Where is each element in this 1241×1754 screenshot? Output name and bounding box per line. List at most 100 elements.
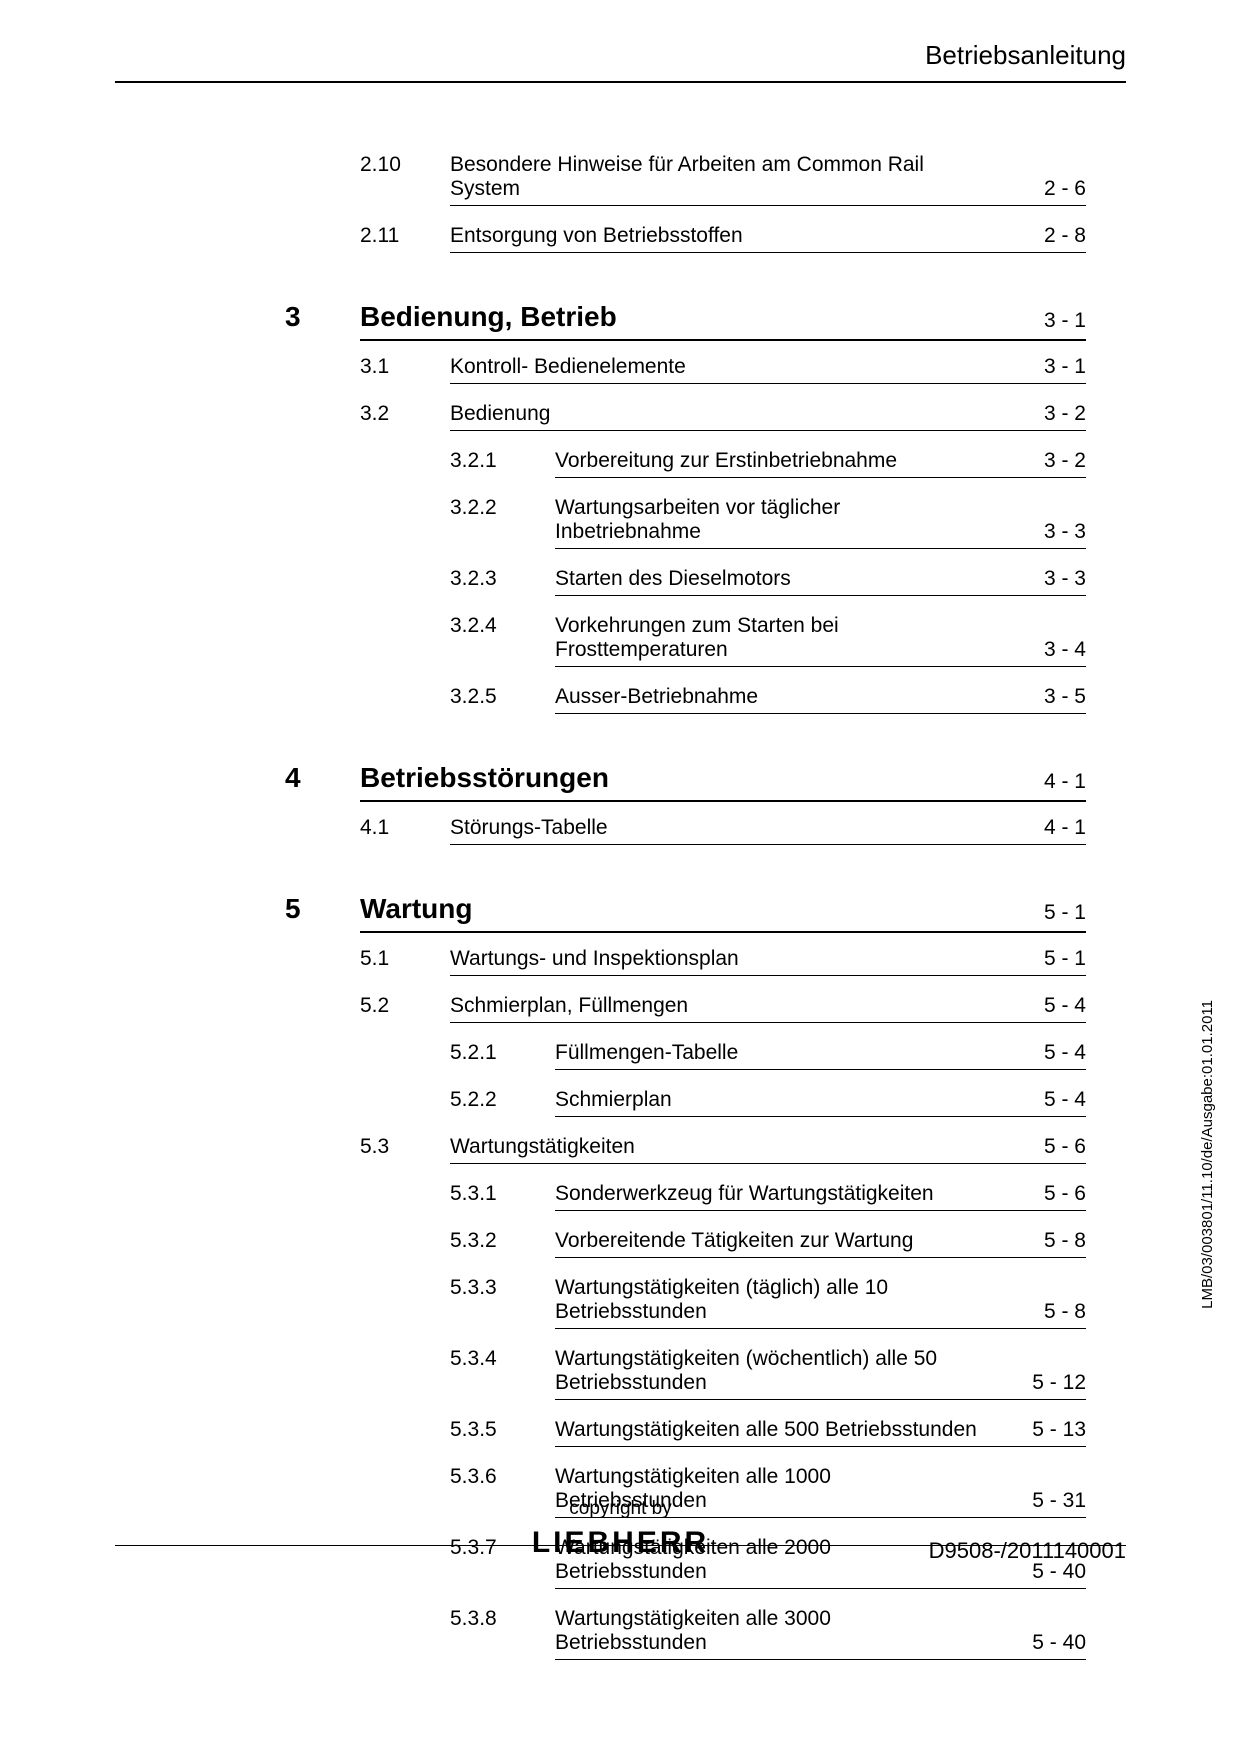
toc-page-ref: 3 - 5 (996, 685, 1086, 709)
toc-subsection-title: Wartungstätigkeiten (wöchentlich) alle 5… (555, 1347, 996, 1395)
toc-row: 5.3.2Vorbereitende Tätigkeiten zur Wartu… (285, 1229, 1086, 1258)
toc-section-title: Besondere Hinweise für Arbeiten am Commo… (450, 153, 996, 201)
toc-page-ref: 5 - 8 (996, 1300, 1086, 1324)
toc-page-ref: 5 - 6 (996, 1135, 1086, 1159)
toc-subsection-title: Starten des Dieselmotors (555, 567, 996, 591)
toc-subsection-number: 5.3.1 (450, 1182, 497, 1205)
toc-row: 2.11 Entsorgung von Betriebsstoffen2 - 8 (285, 224, 1086, 253)
toc-page-ref: 5 - 4 (996, 994, 1086, 1018)
toc-section-title: Entsorgung von Betriebsstoffen (450, 224, 996, 248)
toc-row: 5.1 Wartungs- und Inspektionsplan5 - 1 (285, 947, 1086, 976)
toc-row: 3.2.2 Wartungsarbeiten vor täglicher Inbe… (285, 496, 1086, 549)
toc-subsection-title: Vorbereitung zur Erstinbetriebnahme (555, 449, 996, 473)
toc-section-title: Wartungs- und Inspektionsplan (450, 947, 996, 971)
toc-row: 5.3.4 Wartungstätigkeiten (wöchentlich) a… (285, 1347, 1086, 1400)
toc-page-ref: 5 - 13 (996, 1418, 1086, 1442)
toc-row: 5.3.1 Sonderwerkzeug für Wartungstätigkei… (285, 1182, 1086, 1211)
toc-subsection-title: Ausser-Betriebnahme (555, 685, 996, 709)
toc-section-number: 3.2 (360, 402, 389, 425)
toc-subsection-title: Sonderwerkzeug für Wartungstätigkeiten (555, 1182, 996, 1206)
toc-page-ref: 4 - 1 (996, 770, 1086, 794)
toc-section-number: 5.1 (360, 947, 389, 970)
toc-section-number: 2.11 (360, 224, 399, 247)
toc-section-number: 5.3 (360, 1135, 389, 1158)
toc-page-ref: 5 - 1 (996, 947, 1086, 971)
toc-page-ref: 3 - 4 (996, 638, 1086, 662)
toc-subsection-number: 3.2.5 (450, 685, 497, 708)
toc-row: 5.3.8 Wartungstätigkeiten alle 3000 Betri… (285, 1607, 1086, 1660)
toc-row: 3 Bedienung, Betrieb3 - 1 (285, 301, 1086, 341)
toc-subsection-number: 5.3.3 (450, 1276, 497, 1299)
toc-subsection-title: Vorkehrungen zum Starten bei Frosttemper… (555, 614, 996, 662)
toc-row: 2.10 Besondere Hinweise für Arbeiten am C… (285, 153, 1086, 206)
toc-subsection-title: Wartungstätigkeiten alle 3000 Betriebsst… (555, 1607, 996, 1655)
toc-page-ref: 2 - 6 (996, 177, 1086, 201)
toc-section-title: Schmierplan, Füllmengen (450, 994, 996, 1018)
toc-row: 3.1Kontroll- Bedienelemente3 - 1 (285, 355, 1086, 384)
toc-page-ref: 3 - 3 (996, 567, 1086, 591)
toc-row: 3.2 Bedienung3 - 2 (285, 402, 1086, 431)
toc-page-ref: 5 - 8 (996, 1229, 1086, 1253)
toc-section-number: 4.1 (360, 816, 389, 839)
toc-subsection-number: 5.2.1 (450, 1041, 497, 1064)
toc-chapter-title: Bedienung, Betrieb (360, 301, 996, 333)
toc-page-ref: 3 - 2 (996, 449, 1086, 473)
toc-section-title: Bedienung (450, 402, 996, 426)
toc-subsection-number: 5.3.8 (450, 1607, 497, 1630)
toc-page-ref: 5 - 6 (996, 1182, 1086, 1206)
toc-chapter-number: 3 (285, 301, 301, 332)
toc-subsection-number: 3.2.4 (450, 614, 497, 637)
toc-page-ref: 5 - 1 (996, 901, 1086, 925)
toc-page-ref: 5 - 4 (996, 1088, 1086, 1112)
copyright-text: copyright by (532, 1498, 709, 1520)
toc-chapter-title: Wartung (360, 893, 996, 925)
toc-subsection-title: Wartungstätigkeiten (täglich) alle 10 Be… (555, 1276, 996, 1324)
toc-section-number: 2.10 (360, 153, 401, 176)
toc-chapter-title: Betriebsstörungen (360, 762, 996, 794)
toc-subsection-number: 3.2.3 (450, 567, 497, 590)
toc-row: 3.2.5 Ausser-Betriebnahme3 - 5 (285, 685, 1086, 714)
toc-subsection-number: 3.2.2 (450, 496, 497, 519)
toc-page-ref: 3 - 3 (996, 520, 1086, 544)
toc-subsection-title: Füllmengen-Tabelle (555, 1041, 996, 1065)
toc-row: 3.2.4 Vorkehrungen zum Starten bei Frostt… (285, 614, 1086, 667)
side-doc-info: LMB/03/003801/11.10/de/Ausgabe:01.01.201… (1199, 1000, 1216, 1309)
toc-page-ref: 4 - 1 (996, 816, 1086, 840)
toc-section-number: 3.1 (360, 355, 389, 378)
logo: LIEBHERR (532, 1526, 709, 1560)
toc-row: 5 Wartung5 - 1 (285, 893, 1086, 933)
document-id: D9508-/2011140001 (929, 1538, 1126, 1564)
toc-subsection-number: 5.3.7 (450, 1536, 497, 1559)
toc-subsection-title: Schmierplan (555, 1088, 996, 1112)
toc-subsection-number: 5.3.5 (450, 1418, 497, 1441)
toc-section-title: Störungs-Tabelle (450, 816, 996, 840)
toc-subsection-number: 5.3.4 (450, 1347, 497, 1370)
table-of-contents: 2.10 Besondere Hinweise für Arbeiten am C… (285, 153, 1086, 1660)
toc-row: 5.2.1 Füllmengen-Tabelle5 - 4 (285, 1041, 1086, 1070)
toc-row: 5.2.2 Schmierplan5 - 4 (285, 1088, 1086, 1117)
toc-page-ref: 5 - 4 (996, 1041, 1086, 1065)
toc-chapter-number: 5 (285, 893, 301, 924)
toc-subsection-title: Vorbereitende Tätigkeiten zur Wartung (555, 1229, 996, 1253)
toc-row: 5.3.5 Wartungstätigkeiten alle 500 Betrie… (285, 1418, 1086, 1447)
toc-page-ref: 2 - 8 (996, 224, 1086, 248)
toc-page-ref: 5 - 31 (996, 1489, 1086, 1513)
toc-page-ref: 5 - 12 (996, 1371, 1086, 1395)
toc-row: 5.3.3 Wartungstätigkeiten (täglich) alle … (285, 1276, 1086, 1329)
toc-row: 3.2.3 Starten des Dieselmotors3 - 3 (285, 567, 1086, 596)
toc-page-ref: 3 - 2 (996, 402, 1086, 426)
toc-row: 5.3 Wartungstätigkeiten5 - 6 (285, 1135, 1086, 1164)
toc-row: 4.1 Störungs-Tabelle4 - 1 (285, 816, 1086, 845)
toc-row: 3.2.1 Vorbereitung zur Erstinbetriebnahme… (285, 449, 1086, 478)
toc-subsection-number: 5.2.2 (450, 1088, 497, 1111)
toc-page-ref: 3 - 1 (996, 309, 1086, 333)
toc-subsection-title: Wartungstätigkeiten alle 500 Betriebsstu… (555, 1418, 996, 1442)
toc-subsection-number: 5.3.6 (450, 1465, 497, 1488)
toc-page-ref: 3 - 1 (996, 355, 1086, 379)
toc-section-title: Wartungstätigkeiten (450, 1135, 996, 1159)
page-header: Betriebsanleitung (115, 40, 1126, 83)
toc-section-number: 5.2 (360, 994, 389, 1017)
toc-subsection-title: Wartungsarbeiten vor täglicher Inbetrieb… (555, 496, 996, 544)
toc-subsection-number: 3.2.1 (450, 449, 497, 472)
toc-row: 4Betriebsstörungen4 - 1 (285, 762, 1086, 802)
